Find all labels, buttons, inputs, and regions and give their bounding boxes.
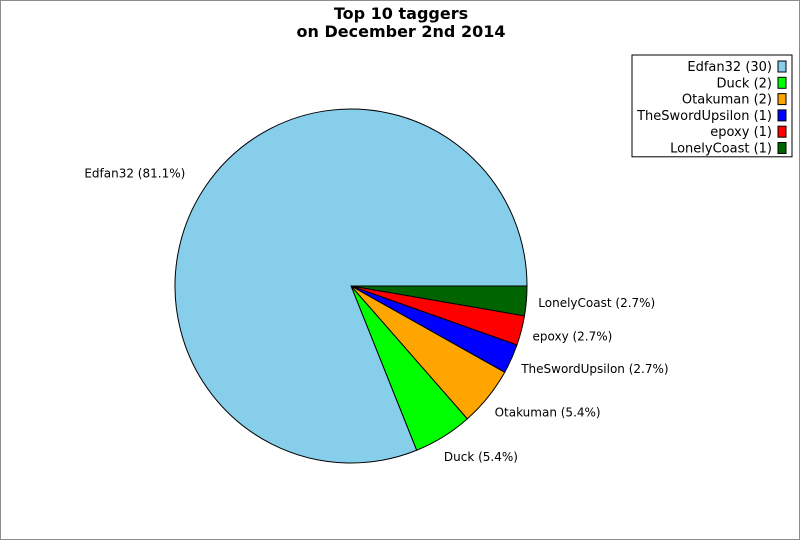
slice-label-edfan32: Edfan32 (81.1%)	[84, 166, 185, 180]
legend-label-epoxy: epoxy (1)	[710, 125, 772, 140]
legend-label-edfan32: Edfan32 (30)	[687, 60, 772, 75]
legend-box	[631, 54, 793, 158]
legend: Edfan32 (30)Duck (2) Otakuman (2)TheSword…	[631, 54, 793, 158]
pie-slice-edfan32	[174, 108, 528, 464]
slice-label-lonelycoast: LonelyCoast (2.7%)	[538, 296, 655, 310]
legend-label-theswordupsilon: TheSwordUpsilon (1)	[636, 109, 772, 124]
slice-label-theswordupsilon: TheSwordUpsilon (2.7%)	[520, 362, 668, 376]
chart-title-line1: Top 10 taggers	[334, 4, 468, 23]
legend-swatch-otakuman	[777, 93, 787, 106]
legend-label-duck: Duck (2)	[717, 76, 772, 91]
legend-swatch-edfan32	[777, 60, 787, 73]
slice-label-epoxy: epoxy (2.7%)	[533, 330, 613, 344]
legend-label-lonelycoast: LonelyCoast (1)	[670, 142, 772, 157]
legend-swatch-epoxy	[777, 125, 787, 138]
legend-swatch-duck	[777, 76, 787, 89]
legend-swatch-theswordupsilon	[777, 109, 787, 122]
slice-labels: LonelyCoast (2.7%) epoxy (2.7%) TheSwordUp…	[84, 166, 668, 464]
legend-swatch-lonelycoast	[777, 142, 787, 154]
chart-title-line2: on December 2nd 2014	[297, 22, 506, 41]
slice-label-duck: Duck (5.4%)	[444, 450, 518, 464]
slice-label-otakuman: Otakuman (5.4%)	[495, 405, 601, 419]
pie-slices	[174, 108, 528, 464]
legend-label-otakuman: Otakuman (2)	[682, 93, 772, 108]
